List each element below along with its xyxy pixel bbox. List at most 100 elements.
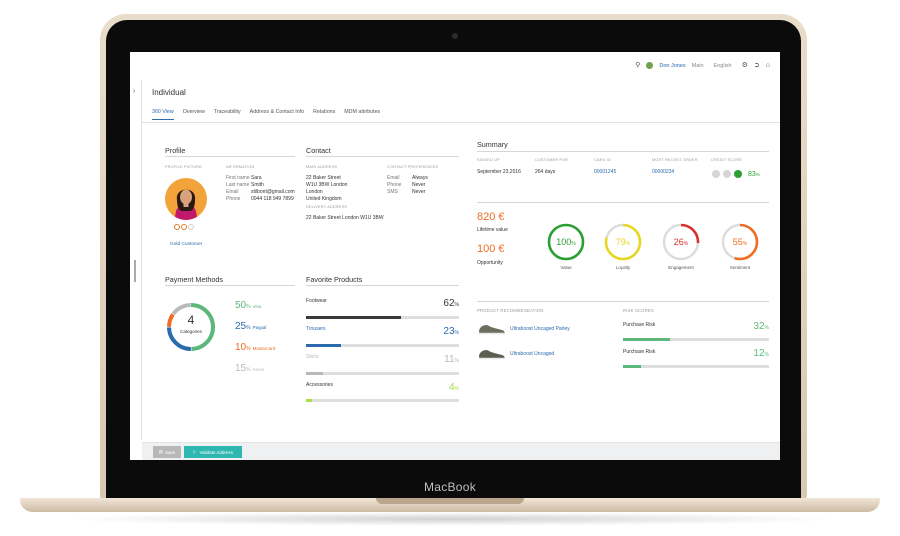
avatar: [165, 178, 207, 220]
validate-address-label: Validate Address: [199, 449, 233, 455]
credit-dot-active: [734, 170, 742, 178]
payment-amex-value: 15: [235, 363, 247, 374]
risk-bar: [623, 338, 769, 341]
product-pct-accessories: 4%: [448, 382, 459, 393]
sidebar-divider: [141, 80, 142, 440]
tab-360-view[interactable]: 360 View: [152, 109, 174, 120]
contact-section-title: Contact: [306, 146, 331, 155]
tab-address-contact-info[interactable]: Address & Contact Info: [249, 109, 305, 115]
gauge-label-sentiment: Sentiment: [729, 265, 751, 270]
main-address-label: MAIN ADDRESS: [306, 165, 338, 169]
page-title: Individual: [152, 88, 186, 97]
recommendation-divider: [477, 301, 769, 302]
sidebar-toggle-chevron-icon[interactable]: ›: [133, 88, 136, 95]
customer-for-label: CUSTOMER FOR: [535, 158, 569, 162]
risk-scores-title: RISK SCORES: [623, 308, 654, 313]
contact-preferences-label: CONTACT PREFERENCES: [387, 165, 439, 169]
tab-relations[interactable]: Relations: [313, 109, 336, 115]
credit-score-label: CREDIT SCORE: [711, 158, 743, 162]
risk-name: Purchase Risk: [623, 322, 656, 328]
payment-mastercard-name: Mastercard: [252, 346, 276, 351]
payment-section-title: Payment Methods: [165, 275, 223, 284]
first-name-row: First nameSara: [226, 175, 262, 181]
delivery-address-label: DELIVERY ADDRESS: [306, 205, 348, 209]
risk-bar: [623, 365, 769, 368]
last-name-value: Smith: [251, 182, 264, 188]
recommended-product-link[interactable]: Ultraboost Uncaged: [510, 351, 555, 357]
camera-icon: [452, 33, 458, 39]
profile-picture-label: PROFILE PICTURE: [165, 165, 202, 169]
tab-bar: 360 View Overview Traceability Address &…: [152, 109, 380, 120]
gauge-value-value: 100%: [556, 237, 576, 247]
laptop-shadow: [60, 512, 840, 526]
first-name-value: Sara: [251, 175, 262, 181]
gauge-arc-value: [547, 223, 585, 261]
opportunity-label: Opportunity: [477, 260, 503, 266]
tab-traceability[interactable]: Traceability: [213, 109, 241, 115]
logout-icon[interactable]: ➲: [753, 62, 760, 69]
summary-divider: [477, 202, 769, 203]
risk-bar-fill: [623, 365, 641, 368]
customer-for-value: 264 days: [535, 169, 556, 175]
gear-icon[interactable]: ⚙: [741, 62, 748, 69]
product-bar-fill: [306, 344, 342, 347]
payment-method-amex: 15% Amex: [235, 363, 265, 374]
last-name-row: Last name Smith: [226, 182, 264, 188]
preference-row: Phone Never: [387, 182, 425, 188]
payment-method-mastercard: 10% Mastercard: [235, 342, 276, 353]
recommended-product-link[interactable]: Ultraboost Uncaged Parley: [510, 326, 570, 332]
profile-section-rule: [165, 156, 295, 157]
recent-order-link[interactable]: 00000234: [652, 169, 675, 175]
product-pct-trousers: 23%: [443, 326, 459, 337]
top-bar: ⚲ Don Jones Main English ⚙ ➲ ⌂: [130, 52, 780, 80]
products-section-rule: [306, 285, 459, 286]
gauge-value-sentiment: 55%: [733, 237, 748, 247]
lid-notch: [376, 498, 524, 504]
app-screen: ⚲ Don Jones Main English ⚙ ➲ ⌂ › Individ…: [130, 52, 780, 460]
gauge-arc-loyalty: [604, 223, 642, 261]
risk-pct: 12%: [753, 348, 769, 359]
search-icon[interactable]: ⚲: [635, 62, 641, 69]
product-name-shirts: Shirts: [306, 354, 319, 360]
profile-section-title: Profile: [165, 146, 186, 155]
signed-up-label: SIGNED UP: [477, 158, 500, 162]
product-name-footwear: Footwear: [306, 298, 327, 304]
product-pct-shirts: 11%: [444, 354, 459, 365]
save-button[interactable]: ▤ Save: [153, 446, 181, 458]
language-selector[interactable]: English: [713, 62, 732, 69]
preference-value: Never: [412, 189, 426, 195]
gold-medal-icon: [174, 224, 194, 230]
main-context-label[interactable]: Main: [691, 62, 704, 69]
validate-address-button[interactable]: ▷ Validate Address: [184, 446, 242, 458]
shoe-thumbnail-icon[interactable]: [478, 347, 506, 360]
payment-category-label: Categories: [180, 329, 202, 334]
user-name-link[interactable]: Don Jones: [659, 62, 686, 69]
gauge-label-engagement: Engagement: [668, 265, 694, 270]
first-name-key: First name: [226, 175, 250, 181]
home-icon[interactable]: ⌂: [765, 62, 770, 69]
sidebar-resize-handle[interactable]: [134, 260, 136, 282]
information-label: INFORMATION: [226, 165, 255, 169]
product-bar-footwear: [306, 316, 459, 319]
gauge-arc-sentiment: [721, 223, 759, 261]
preference-row: SMS Never: [387, 189, 425, 195]
card-id-link[interactable]: 00001245: [594, 169, 617, 175]
tab-overview[interactable]: Overview: [182, 109, 205, 115]
bezel-chin: [106, 476, 801, 498]
tab-mdm-attributes[interactable]: MDM attributes: [344, 109, 381, 115]
product-bar-fill: [306, 372, 323, 375]
payment-section-rule: [165, 285, 295, 286]
main-address-line-2: W1U 3BW London: [306, 182, 348, 188]
donut-slice-paypal: [167, 303, 215, 351]
product-bar-fill: [306, 399, 313, 402]
email-row: Email stilbont@gmail.com: [226, 189, 295, 195]
signed-up-value: September 23,2016: [477, 169, 521, 175]
shoe-thumbnail-icon[interactable]: [478, 322, 506, 335]
recommendation-title: PRODUCT RECOMMENDATION: [477, 308, 544, 313]
delivery-address-value: 22 Baker Street London W1U 3BW: [306, 215, 384, 221]
payment-mastercard-value: 10: [235, 342, 247, 353]
gauge-label-loyalty: Loyalty: [615, 265, 631, 270]
risk-bar-fill: [623, 338, 670, 341]
user-avatar-icon[interactable]: [646, 62, 654, 69]
preference-row: Email Always: [387, 175, 428, 181]
